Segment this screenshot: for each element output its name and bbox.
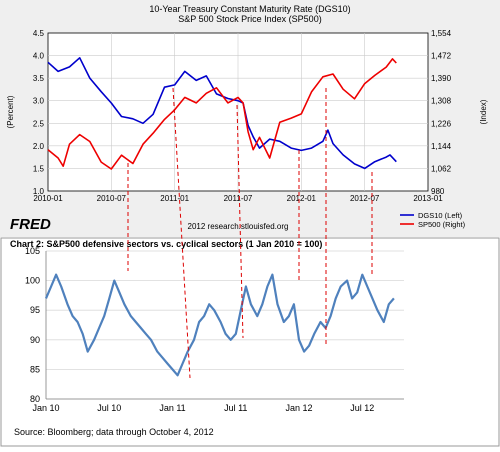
chart1-xtick: 2011-01 <box>160 194 189 203</box>
chart1-ytick-right: 1,144 <box>431 142 452 151</box>
chart1-xtick: 2012-07 <box>350 194 380 203</box>
chart2-ytick: 100 <box>25 276 40 286</box>
chart2-series <box>44 273 395 377</box>
chart1-ytick-right: 1,554 <box>431 29 452 38</box>
chart2-ytick: 90 <box>30 335 40 345</box>
chart1-ytick-right: 1,226 <box>431 119 452 128</box>
chart2-ytick: 85 <box>30 364 40 374</box>
chart1-title: 10-Year Treasury Constant Maturity Rate … <box>149 4 350 14</box>
chart1-series <box>47 56 397 170</box>
chart1-ytick-left: 2.0 <box>33 142 45 151</box>
chart1-ytick-left: 3.0 <box>33 97 45 106</box>
chart1-xtick: 2012-01 <box>287 194 317 203</box>
chart2-xtick: Jan 10 <box>32 403 59 413</box>
chart1-series-line <box>47 58 397 170</box>
chart2-ytick: 95 <box>30 305 40 315</box>
chart1-ytick-left: 3.5 <box>33 74 45 83</box>
chart1-ytick-right: 980 <box>431 187 445 196</box>
chart1-ytick-right: 1,062 <box>431 164 452 173</box>
chart2-xtick: Jan 11 <box>159 403 185 413</box>
chart2-xtick: Jul 12 <box>350 403 374 413</box>
chart2-source-note: Source: Bloomberg; data through October … <box>14 427 214 437</box>
chart2-title: Chart 2: S&P500 defensive sectors vs. cy… <box>10 239 322 249</box>
chart1-xtick: 2011-07 <box>224 194 253 203</box>
chart2: Chart 2: S&P500 defensive sectors vs. cy… <box>0 237 500 447</box>
chart2-xtick: Jan 12 <box>285 403 312 413</box>
chart1-xtick: 2013-01 <box>413 194 443 203</box>
chart2-xtick: Jul 10 <box>97 403 121 413</box>
chart1-xtick: 2010-01 <box>33 194 63 203</box>
chart2-ytick: 105 <box>25 246 40 256</box>
chart1-ytick-right: 1,472 <box>431 52 452 61</box>
chart1-ylabel-right: (Index) <box>479 99 488 124</box>
fred-logo: FRED <box>10 216 51 233</box>
fred-chart-panel: 10-Year Treasury Constant Maturity Rate … <box>0 0 500 237</box>
chart2-panel: Chart 2: S&P500 defensive sectors vs. cy… <box>0 237 500 447</box>
chart2-ticks: 80 85 90 95 100 105 Jan 10 Jul 10 Jan 11 Jul 11 Ja… <box>25 246 374 413</box>
chart1-ytick-right: 1,308 <box>431 97 452 106</box>
chart1-ytick-left: 1.0 <box>33 187 45 196</box>
chart1-legend-label: DGS10 (Left) <box>418 211 463 220</box>
chart2-xtick: Jul 11 <box>224 403 247 413</box>
chart1-ytick-left: 4.5 <box>33 29 45 38</box>
chart1-ytick-left: 2.5 <box>33 119 45 128</box>
chart1-ylabel-left: (Percent) <box>6 95 15 128</box>
chart2-ytick: 80 <box>30 394 40 404</box>
fred-chart: 10-Year Treasury Constant Maturity Rate … <box>6 4 488 233</box>
chart1-ytick-left: 1.5 <box>33 164 45 173</box>
chart1-ytick-left: 4.0 <box>33 52 45 61</box>
chart1-series-line <box>47 56 397 170</box>
chart1-subtitle: S&P 500 Stock Price Index (SP500) <box>178 14 321 24</box>
chart1-xtick: 2010-07 <box>97 194 127 203</box>
chart2-frame <box>0 237 500 447</box>
chart2-series-line <box>44 273 395 377</box>
chart1-legend-label: SP500 (Right) <box>418 220 466 229</box>
chart1-source: 2012 research.stlouisfed.org <box>188 222 289 231</box>
chart1-legend: DGS10 (Left)SP500 (Right) <box>400 211 466 229</box>
chart1-ytick-right: 1,390 <box>431 74 452 83</box>
